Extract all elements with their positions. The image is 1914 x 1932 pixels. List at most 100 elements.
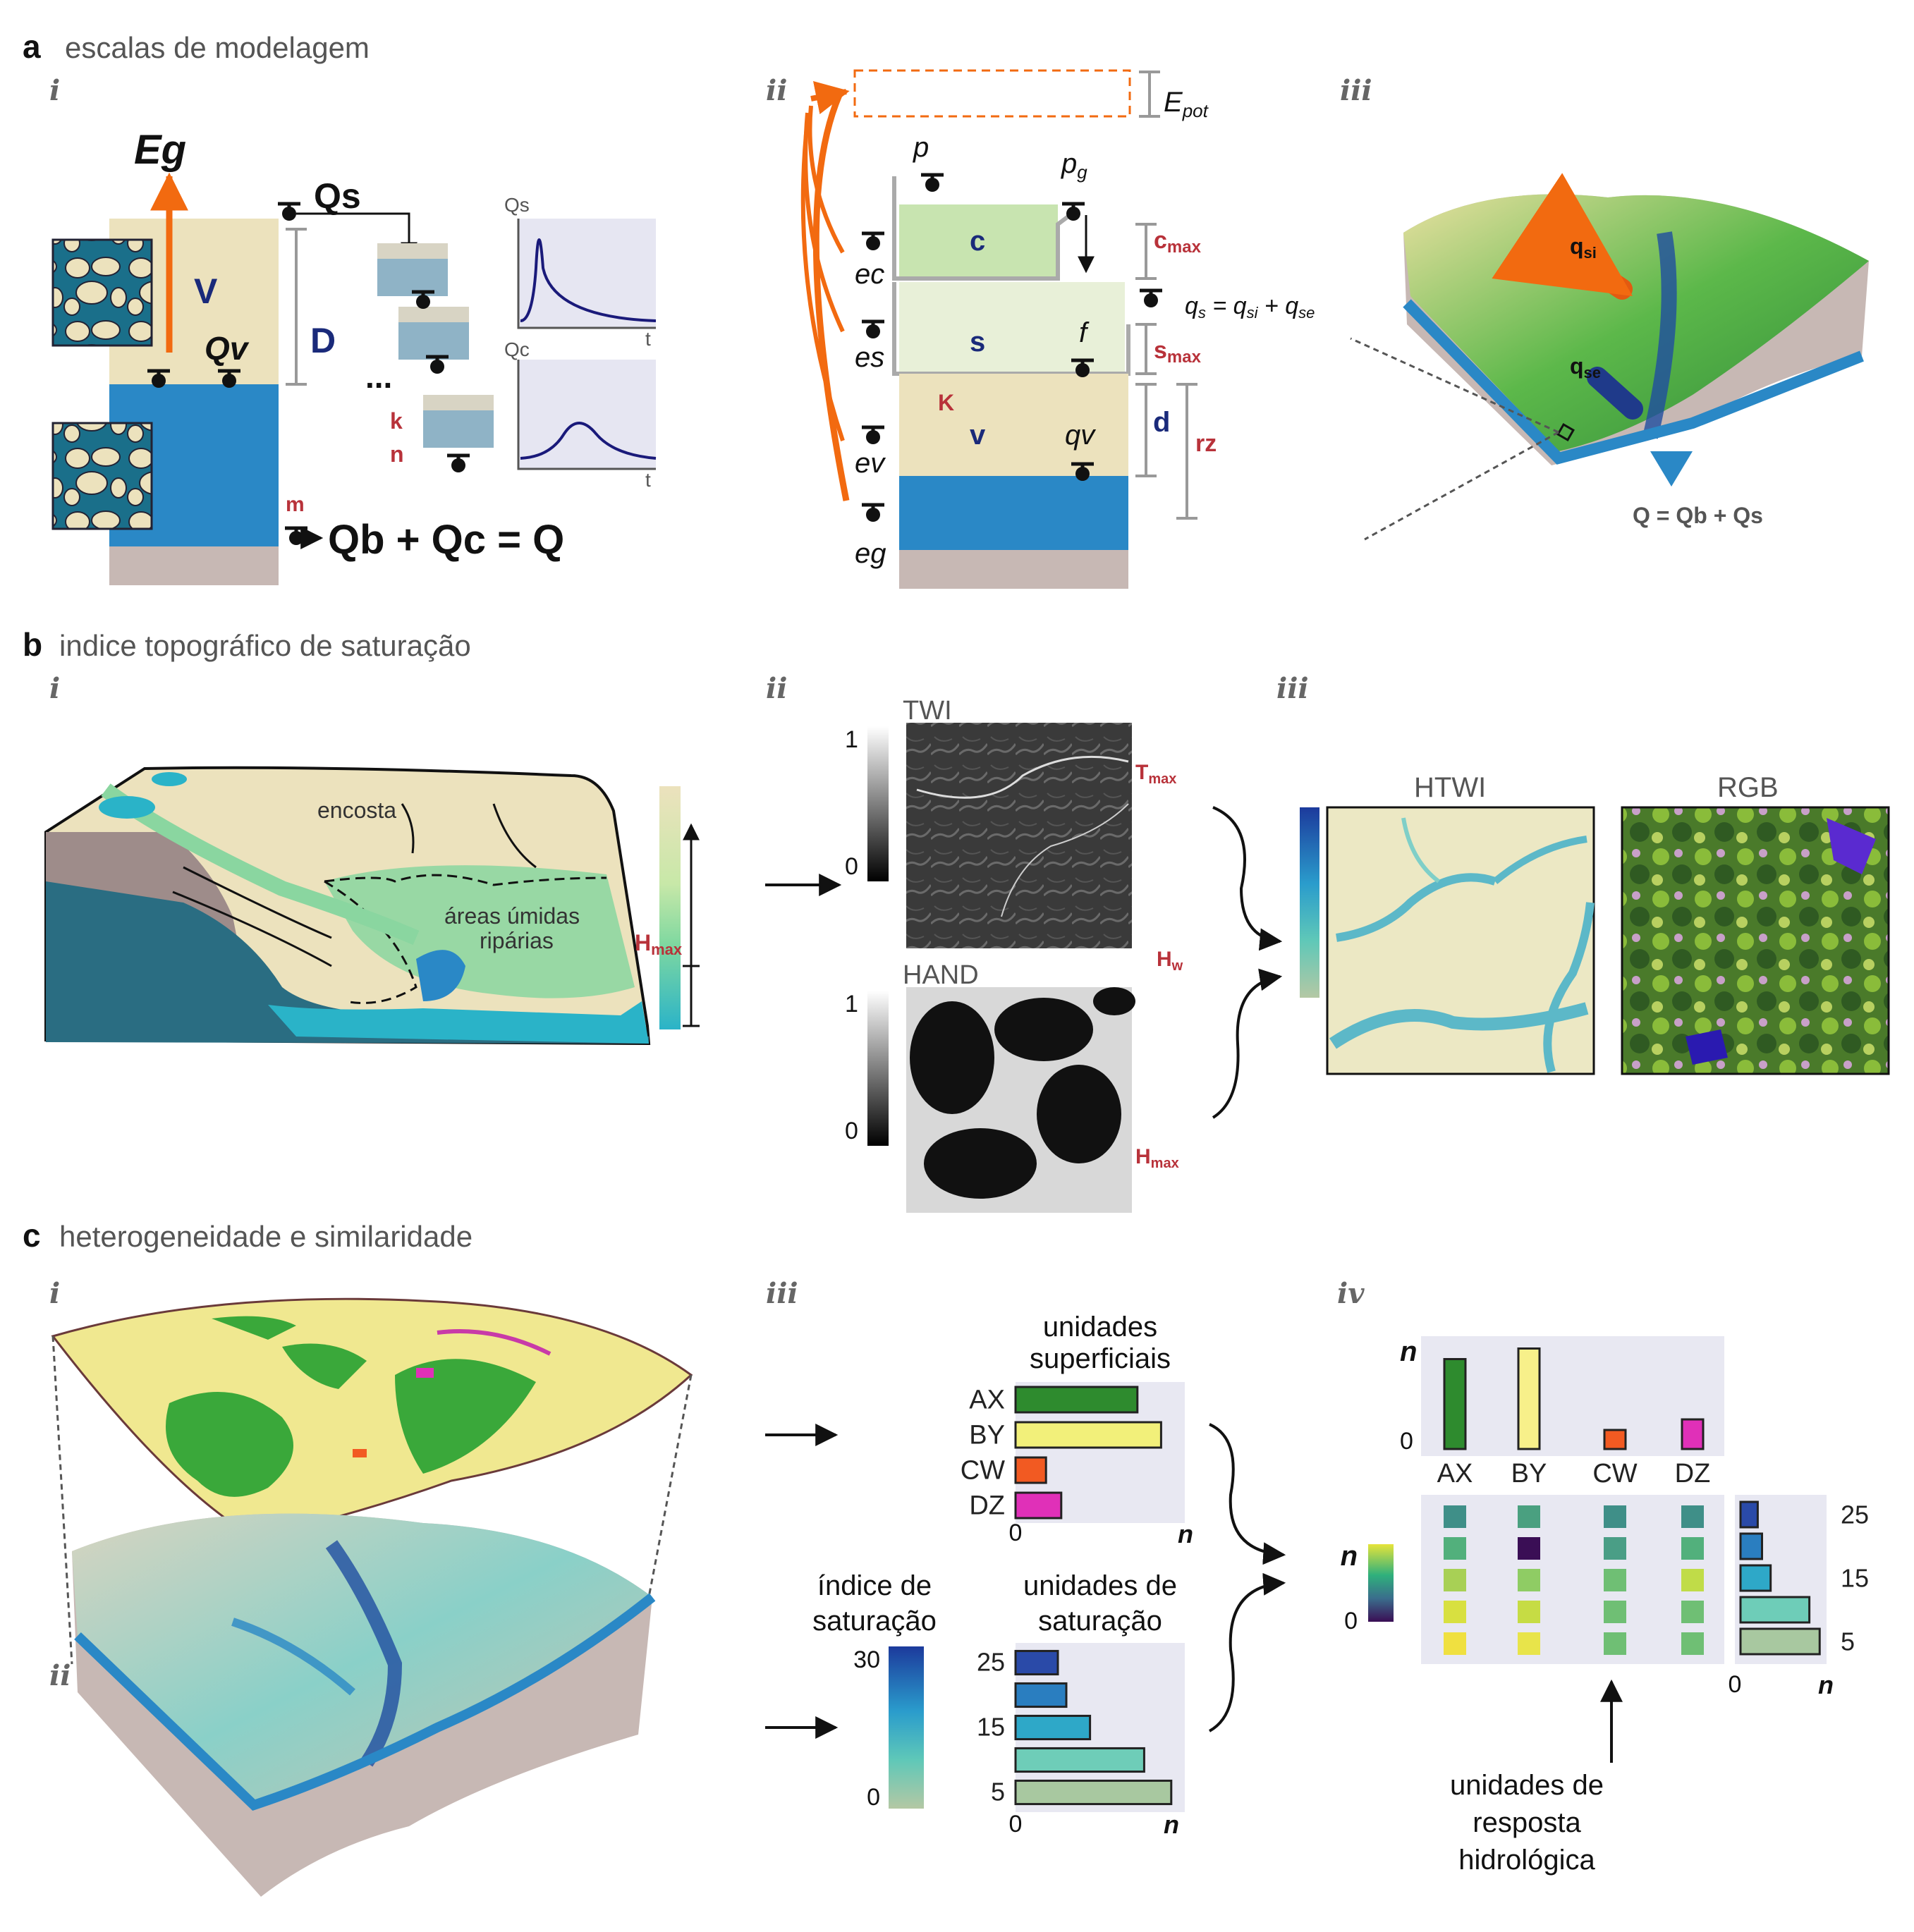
hru-top-chart-bg [1421, 1336, 1724, 1456]
twi-map [906, 723, 1132, 948]
index-title-1: índice de [817, 1570, 932, 1601]
hmax-label: Hmax [1135, 1145, 1179, 1171]
t-axis-label: t [645, 469, 651, 491]
bar [1014, 1386, 1139, 1414]
outlet-equation: Q = Qb + Qs [1633, 503, 1763, 528]
qc-hydrograph [518, 360, 656, 469]
bar [1014, 1747, 1145, 1773]
qs-sum-equation: qs = qsi + qse [1185, 293, 1315, 322]
panel-b-ii: TWI 1 0 HAND 1 0 Tmax Hw Hmax [765, 696, 1283, 1213]
root-zone-store [899, 374, 1128, 476]
discharge-equation: Qb + Qc = Q [328, 517, 564, 563]
pet-box [853, 69, 1131, 118]
category-label: 15 [977, 1713, 1005, 1742]
rgb-title: RGB [1717, 772, 1779, 803]
valve-icon [862, 322, 884, 338]
k-param-label: K [938, 390, 954, 415]
b-iii-label: iii [1276, 672, 1309, 705]
hmax-label: Hmax [635, 930, 683, 958]
saturation-units-title-1: unidades de [1023, 1570, 1177, 1601]
category-label: 5 [1841, 1627, 1855, 1656]
bar [1014, 1682, 1068, 1708]
section-b-title: indice topográfico de saturação [59, 629, 471, 662]
category-label: 25 [1841, 1500, 1869, 1529]
valve-icon [862, 427, 884, 444]
d-label: d [1153, 407, 1170, 438]
bar [1014, 1421, 1162, 1449]
surface-units-title-2: superficiais [1030, 1343, 1171, 1374]
heatmap-cell [1681, 1632, 1704, 1655]
section-a-letter: a [23, 28, 41, 65]
bar [1014, 1779, 1173, 1806]
heatmap-cell [1604, 1601, 1626, 1623]
bar [1681, 1418, 1705, 1450]
valve-icon [1140, 291, 1162, 307]
d-label: D [310, 321, 336, 360]
k-label: k [390, 408, 403, 434]
qsi-label: qsi [1570, 233, 1597, 262]
saturation-units-title-2: saturação [1038, 1606, 1162, 1637]
axis-zero-label: 0 [1009, 1520, 1023, 1546]
heatmap-cell [1681, 1601, 1704, 1623]
bar [1739, 1500, 1759, 1529]
bar [1014, 1456, 1047, 1484]
category-label: BY [969, 1421, 1005, 1450]
heatmap-cell [1681, 1569, 1704, 1591]
hand-colorbar [867, 991, 889, 1146]
valve-icon [921, 175, 944, 192]
panel-a-ii: Epot c s v K p pg f qv ec es ev eg [800, 69, 1315, 589]
panel-c-iv: AX BY CW DZ n 0 n 0 25 15 5 0 n unidades de r… [1341, 1336, 1869, 1876]
heatmap-cell [1444, 1537, 1466, 1560]
bar [1739, 1532, 1763, 1560]
surface-units-title-1: unidades [1043, 1312, 1157, 1343]
category-label: 5 [991, 1778, 1005, 1806]
valve-icon [278, 204, 300, 221]
colorbar-zero-label: 0 [1344, 1608, 1358, 1634]
surface-units-map [51, 1297, 693, 1539]
n-label: n [390, 441, 404, 467]
category-label: CW [961, 1456, 1005, 1486]
c-i-label: i [49, 1277, 60, 1310]
category-label: 15 [1841, 1564, 1869, 1593]
heatmap-cell [1604, 1632, 1626, 1655]
heatmap-cell [1444, 1569, 1466, 1591]
surface-store [899, 282, 1125, 374]
a-i-label: i [49, 74, 60, 107]
heatmap-cell [1444, 1632, 1466, 1655]
bedrock-layer [899, 550, 1128, 589]
valve-icon [862, 233, 884, 250]
bar [1014, 1649, 1059, 1676]
bar [1739, 1596, 1811, 1624]
eg-label: Eg [134, 127, 186, 173]
qc-plot-label: Qc [504, 338, 530, 360]
axis-zero-label: 0 [1729, 1671, 1742, 1698]
htwi-colorbar [1300, 807, 1319, 998]
hru-label-3: hidrológica [1458, 1845, 1595, 1876]
axis-n-label: n [1818, 1670, 1834, 1699]
section-a-title: escalas de modelagem [65, 31, 370, 64]
cmax-label: cmax [1154, 227, 1202, 257]
t-axis-label: t [645, 328, 651, 350]
htwi-title: HTWI [1414, 772, 1486, 803]
section-b-letter: b [23, 626, 42, 663]
qse-label: qse [1570, 353, 1601, 381]
b-i-label: i [49, 672, 60, 705]
es-label: es [855, 342, 884, 373]
qv-label: qv [1065, 420, 1096, 451]
twi-scale-min: 0 [845, 853, 858, 880]
valve-icon [447, 456, 470, 472]
panel-c-ii [72, 1513, 656, 1897]
index-title-2: saturação [812, 1606, 937, 1637]
twi-colorbar [867, 726, 889, 881]
ellipsis-label: ... [365, 358, 392, 395]
heatmap-cell [1518, 1537, 1540, 1560]
hru-heatmap [1444, 1505, 1704, 1655]
category-label: 25 [977, 1648, 1005, 1677]
category-label: DZ [1675, 1459, 1711, 1488]
heatmap-cell [1681, 1505, 1704, 1528]
epot-label: Epot [1164, 87, 1209, 121]
hand-title: HAND [903, 960, 979, 990]
tmax-label: Tmax [1135, 761, 1176, 787]
heatmap-cell [1604, 1505, 1626, 1528]
